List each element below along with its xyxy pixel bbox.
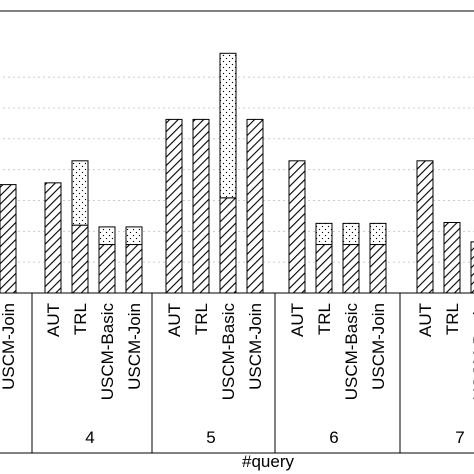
bar-6-TRL-seg1 <box>315 222 333 246</box>
bar-6-USCM-Basic-seg0 <box>342 244 360 294</box>
category-label: USCM-Join <box>125 303 144 390</box>
group-label: 5 <box>206 428 215 447</box>
category-labels: USCM-Join AUT TRL USCM-Basic USCM-Join AUT TRL… <box>0 303 474 401</box>
bar-4-TRL-seg1 <box>71 160 89 226</box>
bar-6-USCM-Join-seg1 <box>369 222 387 246</box>
category-label: USCM-Basic <box>98 303 117 401</box>
bar-6-USCM-Basic-seg1 <box>342 222 360 246</box>
category-label: USCM-Join <box>0 303 18 390</box>
bar-5-USCM-Join-seg0 <box>246 118 264 294</box>
bar-7-TRL-seg0 <box>443 222 461 294</box>
bar-4-USCM-Join-seg0 <box>125 244 143 294</box>
plot-frame <box>0 10 474 454</box>
gridlines <box>0 76 474 263</box>
group-label: 6 <box>329 428 338 447</box>
category-label: AUT <box>416 303 435 337</box>
category-label: USCM-Join <box>369 303 388 390</box>
bar-6-USCM-Join-seg0 <box>369 244 387 294</box>
category-label: AUT <box>165 303 184 337</box>
category-label: AUT <box>44 303 63 337</box>
bar-4-AUT-seg0 <box>44 182 62 294</box>
bars <box>0 52 474 294</box>
category-label: USCM-Basic <box>342 303 361 401</box>
group-labels: 34567 <box>85 428 464 447</box>
group-label: 4 <box>85 428 94 447</box>
bar-4-USCM-Basic-seg0 <box>98 244 116 294</box>
bar-6-AUT-seg0 <box>288 160 306 294</box>
bar-5-USCM-Basic-seg1 <box>219 52 237 199</box>
bar-7-USCM-Basic-seg0 <box>470 241 474 294</box>
category-label: USCM-Join <box>246 303 265 390</box>
category-label: TRL <box>315 303 334 335</box>
category-label: AUT <box>288 303 307 337</box>
category-label: USCM-Basic <box>219 303 238 401</box>
category-label: USCM-Basic <box>470 303 474 401</box>
bar-5-TRL-seg0 <box>192 118 210 294</box>
x-axis-title: #query <box>242 452 294 471</box>
bar-7-AUT-seg0 <box>416 160 434 294</box>
category-label: TRL <box>71 303 90 335</box>
bar-4-USCM-Join-seg1 <box>125 226 143 246</box>
bar-5-USCM-Basic-seg0 <box>219 197 237 294</box>
bar-5-AUT-seg0 <box>165 118 183 294</box>
category-label: TRL <box>192 303 211 335</box>
bar-4-TRL-seg0 <box>71 224 89 294</box>
bar-3-USCM-Join-seg0 <box>0 184 17 294</box>
bar-6-TRL-seg0 <box>315 244 333 294</box>
group-label: 7 <box>455 428 464 447</box>
bar-4-USCM-Basic-seg1 <box>98 226 116 246</box>
category-label: TRL <box>443 303 462 335</box>
